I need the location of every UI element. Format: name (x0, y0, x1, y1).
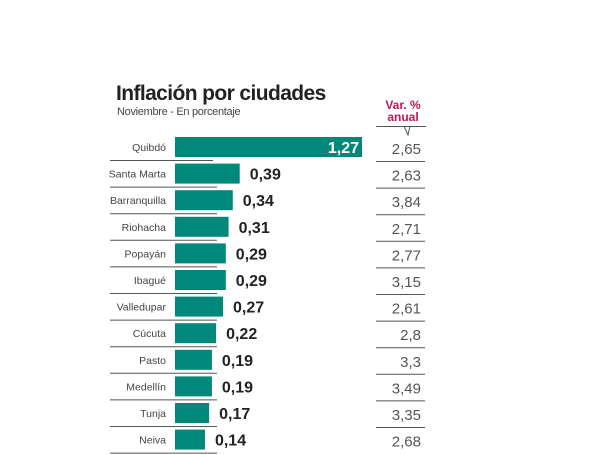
value-label: 0,14 (215, 433, 246, 450)
annual-variation-value: 2,65 (392, 141, 421, 158)
annual-variation-header-line1: Var. % (385, 98, 421, 112)
annual-variation-value: 3,84 (392, 194, 421, 211)
bar (175, 323, 217, 344)
category-label: Tunja (140, 408, 166, 420)
category-label: Pasto (139, 355, 166, 367)
bar (175, 403, 210, 423)
annual-variation-value: 2,63 (392, 168, 421, 185)
pointer-tick-icon (404, 126, 411, 136)
bar (175, 243, 226, 264)
category-label: Ibagué (134, 275, 166, 287)
value-label: 0,27 (233, 300, 264, 317)
value-label: 0,34 (243, 193, 274, 210)
value-label: 0,17 (219, 406, 250, 423)
value-label: 0,31 (239, 220, 270, 237)
category-label: Quibdó (132, 142, 166, 154)
annual-variation-value: 3,3 (400, 354, 421, 371)
bar (175, 163, 240, 184)
category-label: Popayán (125, 248, 167, 260)
bar (175, 429, 205, 450)
category-label: Riohacha (122, 222, 167, 234)
annual-variation-value: 2,71 (392, 221, 421, 238)
annual-variation-value: 2,8 (400, 327, 421, 344)
annual-variation-value: 3,15 (392, 274, 421, 291)
value-label: 0,29 (236, 246, 267, 263)
category-label: Santa Marta (109, 169, 166, 181)
category-label: Cúcuta (133, 328, 166, 340)
category-label: Neiva (139, 435, 166, 447)
chart-title: Inflación por ciudades (116, 82, 326, 105)
bar (175, 270, 226, 290)
annual-variation-header-line2: anual (387, 110, 419, 124)
bar (175, 349, 212, 370)
bar (175, 296, 224, 317)
category-label: Barranquilla (110, 195, 166, 207)
annual-variation-value: 3,35 (392, 407, 421, 424)
category-label: Medellín (126, 381, 166, 393)
bar (175, 190, 233, 211)
annual-variation-header-rule (376, 126, 426, 127)
value-label: 0,19 (222, 353, 253, 370)
value-label: 0,19 (222, 379, 253, 396)
category-label: Valledupar (117, 302, 167, 314)
annual-variation-header: Var. % anual (378, 99, 428, 123)
annual-variation-value: 2,68 (392, 434, 421, 451)
annual-variation-value: 2,77 (392, 247, 421, 264)
value-label: 1,27 (328, 140, 359, 157)
value-label: 0,39 (250, 167, 281, 184)
annual-variation-value: 2,61 (392, 301, 421, 318)
value-label: 0,29 (236, 273, 267, 290)
bar (175, 376, 212, 397)
bar (175, 137, 363, 157)
value-label: 0,22 (226, 326, 257, 343)
annual-variation-value: 3,49 (392, 380, 421, 397)
chart-subtitle: Noviembre - En porcentaje (117, 106, 241, 118)
bar (175, 216, 229, 237)
